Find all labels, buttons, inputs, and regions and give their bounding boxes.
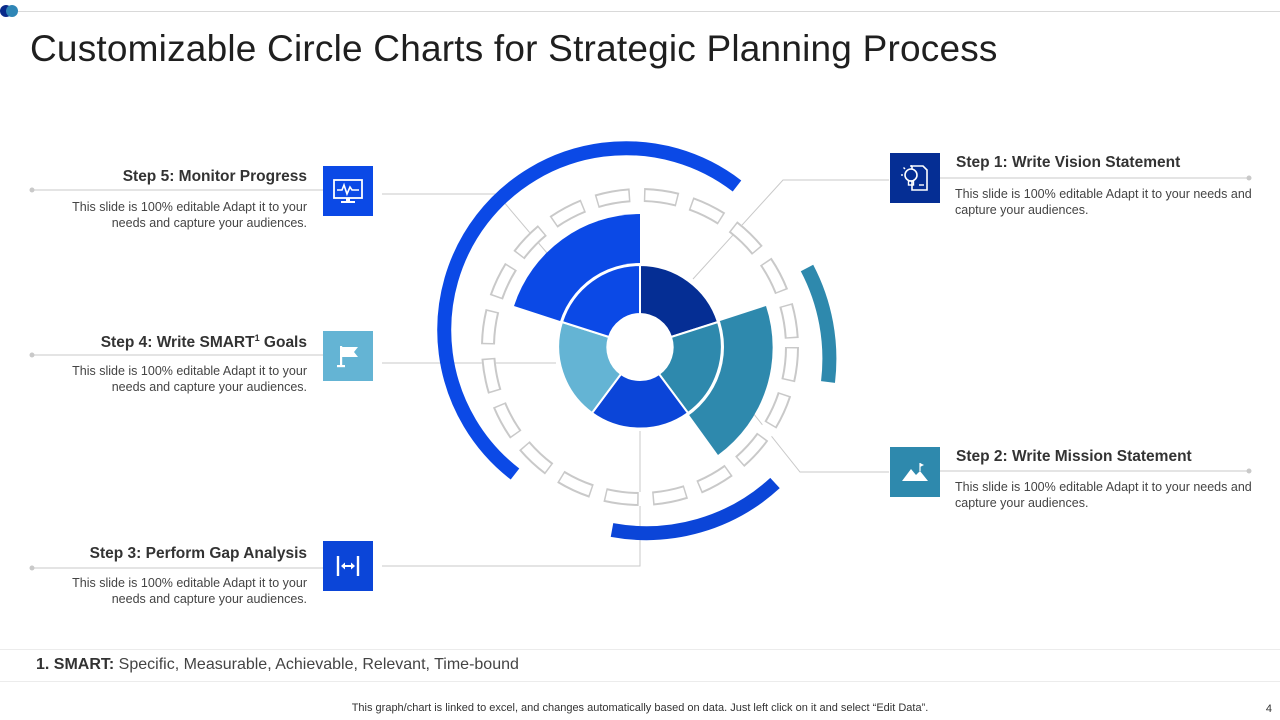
step2-title: Step 2: Write Mission Statement (956, 448, 1192, 465)
dashed-ring (481, 188, 799, 506)
page-number: 4 (1265, 703, 1272, 715)
step3-icon-box (323, 541, 373, 591)
footnote-text: Specific, Measurable, Achievable, Releva… (114, 656, 519, 673)
mountain-image-icon (902, 463, 928, 481)
connector-step1 (692, 179, 889, 280)
outer-arc-large (437, 141, 742, 480)
footnote-label: 1. SMART: (36, 656, 115, 673)
step5-icon-box (323, 166, 373, 216)
step4-title-text: Step 4: Write SMART (100, 334, 255, 352)
step4-title-suffix: Goals (259, 334, 307, 352)
decor-dot-teal (6, 5, 18, 17)
step4-description: This slide is 100% editable Adapt it to … (72, 364, 307, 394)
step5-title: Step 5: Monitor Progress (122, 168, 307, 185)
outer-arc-bottom (610, 477, 780, 541)
step4-title: Step 4: Write SMART1 Goals (101, 333, 307, 352)
donut-hole (607, 314, 673, 380)
gap-arrows-icon (336, 556, 360, 576)
flag-icon (337, 346, 358, 368)
footnote: 1. SMART: Specific, Measurable, Achievab… (36, 656, 519, 674)
step2-icon-box (890, 447, 940, 497)
step4-footnote-marker: 1 (254, 333, 260, 343)
monitor-chart-icon (333, 179, 363, 203)
step2-description: This slide is 100% editable Adapt it to … (955, 480, 1252, 510)
step1-title: Step 1: Write Vision Statement (956, 154, 1181, 171)
connector-endpoints (29, 175, 1252, 571)
step1-icon-box (890, 153, 940, 203)
connector-step3 (382, 430, 641, 567)
top-divider (18, 11, 1280, 12)
step4-icon-box (323, 331, 373, 381)
step3-description: This slide is 100% editable Adapt it to … (72, 576, 307, 606)
idea-document-icon (901, 165, 928, 191)
step5-description: This slide is 100% editable Adapt it to … (72, 200, 307, 230)
excel-link-note: This graph/chart is linked to excel, and… (351, 702, 929, 714)
footnote-band (0, 649, 1280, 682)
page-title: Customizable Circle Charts for Strategic… (30, 28, 998, 69)
outer-arc-right (800, 264, 837, 383)
step3-title: Step 3: Perform Gap Analysis (89, 545, 307, 562)
step1-description: This slide is 100% editable Adapt it to … (955, 187, 1252, 217)
